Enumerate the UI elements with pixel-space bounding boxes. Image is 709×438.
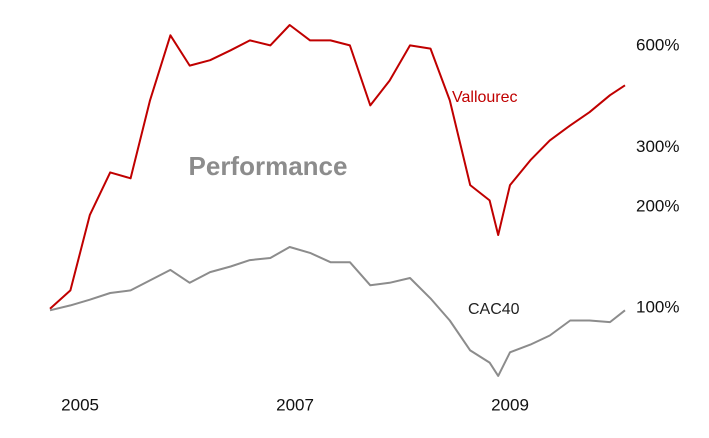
series-label: Vallourec [452, 89, 518, 106]
y-tick-label: 100% [636, 298, 679, 317]
series-label: CAC40 [468, 301, 520, 318]
x-tick-label: 2007 [276, 395, 314, 414]
annotation: Performance [189, 151, 348, 181]
x-tick-label: 2009 [491, 395, 529, 414]
y-tick-label: 600% [636, 36, 679, 55]
x-tick-label: 2005 [61, 395, 99, 414]
y-tick-label: 300% [636, 137, 679, 156]
series-line [49, 246, 626, 377]
series-line [49, 24, 626, 310]
y-tick-label: 200% [636, 196, 679, 215]
